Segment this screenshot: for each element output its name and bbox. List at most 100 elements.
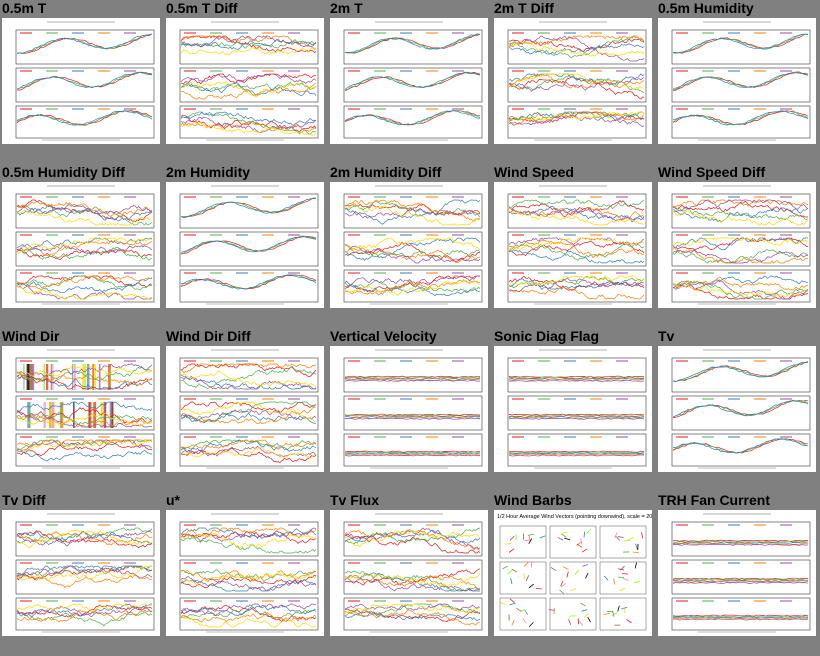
plot-thumbnail[interactable]	[330, 18, 488, 144]
tile-title[interactable]: Wind Speed	[494, 164, 574, 180]
wind-vector	[524, 609, 529, 615]
tile-title[interactable]: Wind Dir	[2, 328, 60, 344]
barb-panel-frame	[549, 525, 597, 559]
series-line	[180, 616, 317, 628]
series-line	[344, 417, 481, 420]
wind-vector	[622, 577, 629, 581]
tile-title[interactable]: TRH Fan Current	[658, 492, 770, 508]
plot-thumbnail[interactable]	[166, 18, 324, 144]
panel-frame	[507, 231, 647, 267]
series-line	[180, 111, 317, 126]
plot-thumbnail[interactable]	[166, 182, 324, 308]
series-line	[508, 415, 645, 418]
wind-vector	[623, 607, 626, 614]
series-line	[508, 278, 645, 290]
plot-thumbnail[interactable]	[2, 346, 160, 472]
wind-dir-bar	[27, 402, 30, 428]
series-line	[180, 73, 317, 84]
plot-thumbnail[interactable]	[658, 510, 816, 636]
panel-frame	[343, 521, 483, 557]
tile-title[interactable]: 0.5m T	[2, 0, 47, 16]
tile-title[interactable]: Wind Barbs	[494, 492, 572, 508]
wind-vector	[613, 578, 616, 585]
tile-title[interactable]: 2m Humidity	[166, 164, 251, 180]
series-line	[344, 379, 480, 382]
plot-thumbnail[interactable]	[658, 182, 816, 308]
tile-title[interactable]: 0.5m T Diff	[166, 0, 238, 16]
thumbnail-plot-image	[671, 185, 811, 305]
tile-title[interactable]: 2m T	[330, 0, 363, 16]
tile-title[interactable]: Tv	[658, 328, 675, 344]
series-line	[344, 534, 481, 554]
plot-thumbnail[interactable]	[330, 510, 488, 636]
series-line	[672, 200, 809, 218]
tile-title[interactable]: Sonic Diag Flag	[494, 328, 600, 344]
tile-title[interactable]: Wind Dir Diff	[166, 328, 251, 344]
series-line	[180, 114, 317, 133]
series-line	[16, 285, 153, 300]
tile-title[interactable]: Wind Speed Diff	[658, 164, 766, 180]
tile-title[interactable]: Tv Diff	[2, 492, 46, 508]
tile-wind-dir: Wind Dir	[0, 328, 164, 492]
series-line	[673, 579, 809, 582]
panel-frame	[15, 67, 155, 103]
panel-frame	[15, 193, 155, 229]
series-line	[180, 47, 317, 56]
series-line	[180, 370, 317, 388]
tile-title[interactable]: 0.5m Humidity Diff	[2, 164, 125, 180]
wind-vector	[583, 531, 586, 538]
barb-panel-frame	[549, 561, 597, 595]
series-line	[344, 527, 481, 551]
plot-thumbnail[interactable]	[658, 18, 816, 144]
plot-thumbnail[interactable]: 1/2 Hour Average Wind Vectors (pointing …	[494, 510, 652, 636]
plot-thumbnail[interactable]	[2, 510, 160, 636]
series-line	[672, 237, 808, 251]
tile-title[interactable]: 0.5m Humidity	[658, 0, 754, 16]
series-line	[508, 453, 645, 456]
series-line	[344, 377, 481, 380]
tile-title[interactable]: u*	[166, 492, 180, 508]
thumbnail-plot-image	[507, 21, 647, 141]
series-line	[344, 237, 481, 261]
series-line	[508, 199, 645, 218]
thumbnail-plot-image	[507, 185, 647, 305]
thumbnail-plot-image: 1/2 Hour Average Wind Vectors (pointing …	[497, 514, 652, 631]
plot-thumbnail[interactable]	[330, 182, 488, 308]
panel-frame	[671, 193, 811, 229]
series-line	[344, 603, 481, 611]
tile-tv-diff: Tv Diff	[0, 492, 164, 656]
plot-thumbnail[interactable]	[658, 346, 816, 472]
series-line	[672, 543, 808, 546]
plot-thumbnail[interactable]	[494, 18, 652, 144]
series-line	[344, 570, 481, 592]
series-line	[672, 542, 808, 545]
plot-thumbnail[interactable]	[330, 346, 488, 472]
thumbnail-plot-image	[179, 185, 319, 305]
series-line	[180, 579, 317, 592]
tile-title[interactable]: Vertical Velocity	[330, 328, 437, 344]
wind-vector	[580, 538, 583, 545]
plot-thumbnail[interactable]	[166, 510, 324, 636]
plot-thumbnail[interactable]	[2, 182, 160, 308]
plot-thumbnail[interactable]	[494, 182, 652, 308]
series-line	[672, 577, 809, 580]
series-line	[508, 73, 645, 84]
series-line	[180, 537, 317, 554]
series-line	[16, 277, 153, 294]
tile-title[interactable]: 2m Humidity Diff	[330, 164, 442, 180]
series-line	[344, 110, 480, 126]
series-line	[180, 401, 317, 423]
series-line	[508, 207, 645, 220]
tile-title[interactable]: Tv Flux	[330, 492, 380, 508]
series-line	[180, 376, 317, 390]
plot-thumbnail[interactable]	[166, 346, 324, 472]
panel-frame	[179, 231, 319, 267]
series-line	[16, 603, 153, 612]
plot-thumbnail[interactable]	[494, 346, 652, 472]
plot-thumbnail[interactable]	[2, 18, 160, 144]
barb-panel-frame	[499, 597, 547, 631]
panel-frame	[343, 269, 483, 303]
wind-dir-bar	[87, 402, 89, 428]
series-line	[508, 375, 645, 378]
tile-title[interactable]: 2m T Diff	[494, 0, 554, 16]
